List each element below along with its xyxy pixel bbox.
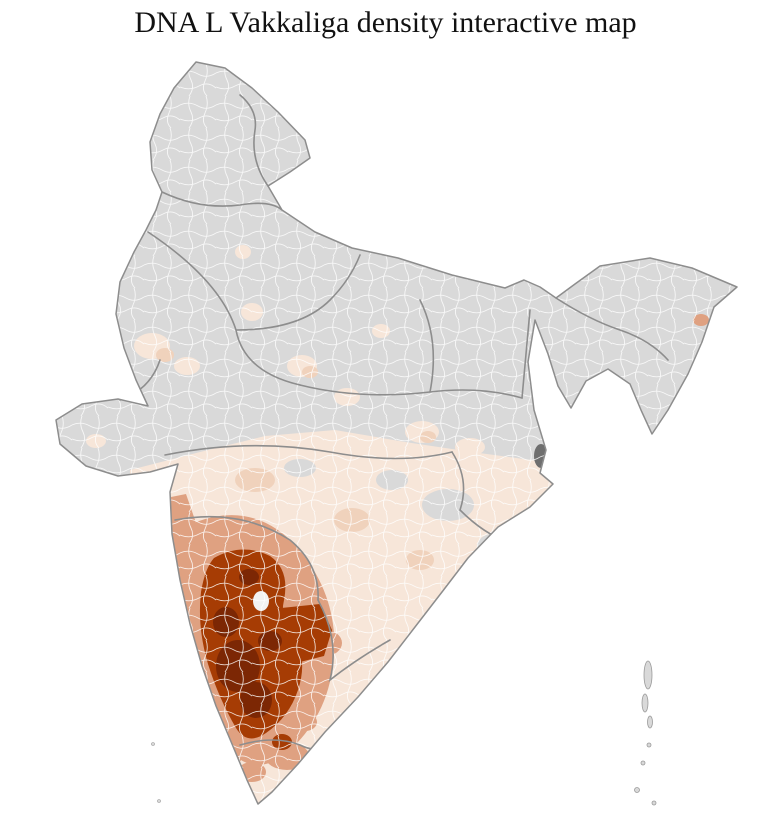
andaman-nicobar-islands[interactable] xyxy=(634,660,657,806)
lakshadweep-islands[interactable] xyxy=(151,742,161,803)
map-title: DNA L Vakkaliga density interactive map xyxy=(134,6,637,39)
state-boundaries xyxy=(119,94,669,750)
